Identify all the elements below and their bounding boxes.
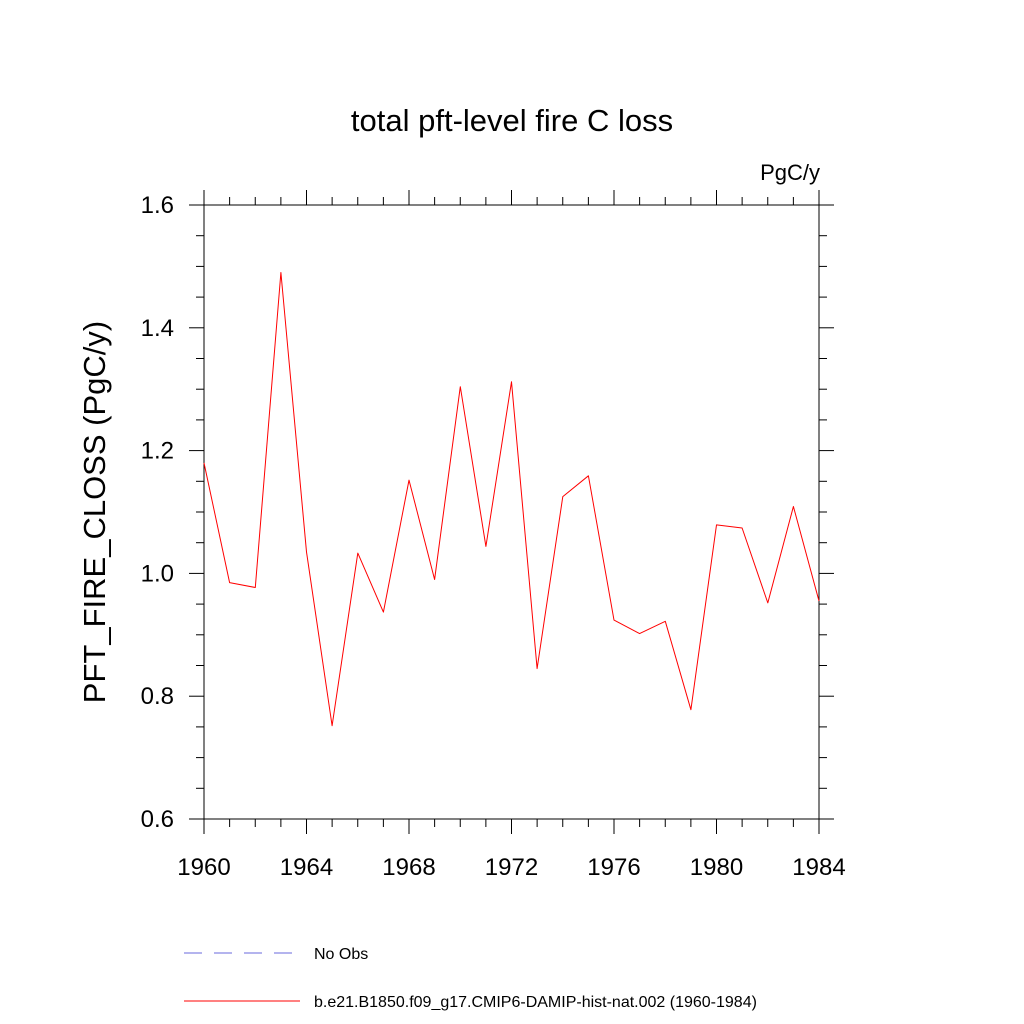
axis-ticks	[189, 190, 834, 834]
x-tick-label: 1968	[382, 854, 435, 881]
x-tick-label: 1976	[587, 854, 640, 881]
chart-title: total pft-level fire C loss	[351, 103, 673, 138]
x-tick-label: 1980	[690, 854, 743, 881]
x-tick-label: 1964	[280, 854, 333, 881]
legend: No Obs b.e21.B1850.f09_g17.CMIP6-DAMIP-hi…	[184, 946, 757, 1011]
y-tick-label: 1.6	[141, 192, 174, 219]
y-tick-label: 0.6	[141, 806, 174, 833]
y-tick-label: 1.0	[141, 560, 174, 587]
x-tick-label: 1984	[792, 854, 845, 881]
units-label: PgC/y	[760, 160, 820, 185]
y-tick-label: 1.4	[141, 315, 174, 342]
x-tick-labels: 1960 1964 1968 1972 1976 1980 1984	[177, 854, 845, 881]
legend-label: No Obs	[314, 946, 368, 963]
y-tick-label: 0.8	[141, 683, 174, 710]
y-tick-label: 1.2	[141, 438, 174, 465]
y-axis-label: PFT_FIRE_CLOSS (PgC/y)	[77, 321, 112, 703]
series-line	[203, 272, 820, 727]
y-tick-labels: 0.6 0.8 1.0 1.2 1.4 1.6	[141, 192, 174, 833]
data-series	[203, 272, 820, 727]
legend-label: b.e21.B1850.f09_g17.CMIP6-DAMIP-hist-nat…	[314, 994, 757, 1011]
x-tick-label: 1960	[177, 854, 230, 881]
plot-frame	[203, 204, 820, 820]
x-tick-label: 1972	[485, 854, 538, 881]
